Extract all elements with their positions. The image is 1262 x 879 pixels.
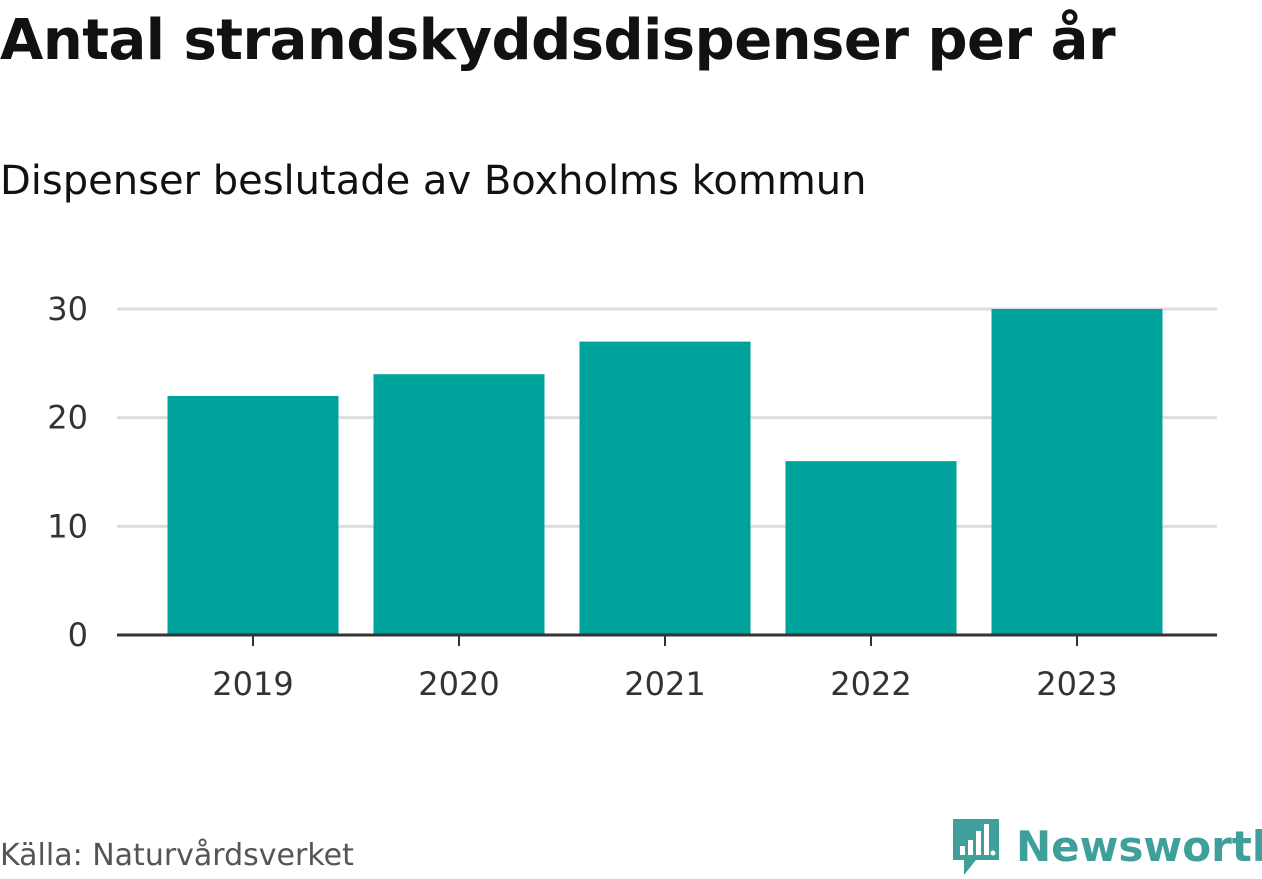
x-tick-label: 2020 <box>418 665 499 703</box>
x-tick-label: 2021 <box>624 665 705 703</box>
source-note: Källa: Naturvårdsverket <box>0 838 354 873</box>
axes: 0 10 20 30 2019 2020 2021 2022 2023 <box>47 290 1217 703</box>
x-tick-label: 2019 <box>212 665 293 703</box>
y-tick-label: 10 <box>47 507 88 545</box>
bar-2023 <box>991 309 1163 635</box>
y-tick-label: 30 <box>47 290 88 328</box>
bar-2021 <box>579 341 751 635</box>
newsworthy-logo-icon <box>953 819 999 875</box>
chart-title: Antal strandskyddsdispenser per år <box>0 8 1116 73</box>
x-tick-label: 2023 <box>1036 665 1117 703</box>
y-tick-label: 20 <box>47 399 88 437</box>
bar-2020 <box>373 374 545 635</box>
bars <box>167 309 1163 635</box>
bar-2019 <box>167 395 339 635</box>
brand: Newsworthy <box>950 816 1262 878</box>
brand-name: Newsworthy <box>1016 822 1262 871</box>
y-tick-label: 0 <box>68 616 88 654</box>
chart-subtitle: Dispenser beslutade av Boxholms kommun <box>0 158 867 204</box>
x-tick-label: 2022 <box>830 665 911 703</box>
bar-2022 <box>785 461 957 635</box>
